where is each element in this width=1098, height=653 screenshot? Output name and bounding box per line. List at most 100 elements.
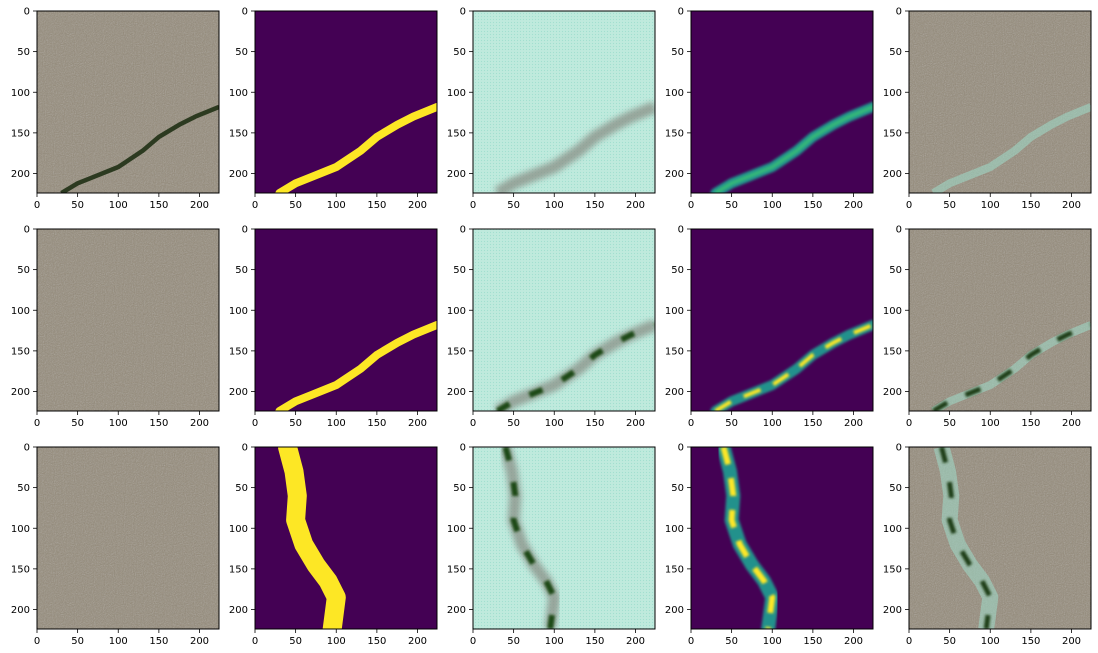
x-tick-label: 100	[763, 636, 782, 647]
x-tick-label: 0	[34, 200, 40, 211]
y-tick-label: 100	[11, 524, 30, 535]
x-tick-label: 0	[34, 418, 40, 429]
x-tick-label: 200	[626, 636, 645, 647]
mask-crack	[275, 320, 437, 411]
x-tick-label: 50	[71, 636, 84, 647]
x-tick-label: 150	[149, 200, 168, 211]
y-tick-label: 200	[447, 605, 466, 616]
y-tick-label: 150	[229, 128, 248, 139]
x-tick-label: 200	[408, 636, 427, 647]
x-tick-label: 100	[763, 418, 782, 429]
x-tick-label: 0	[252, 636, 258, 647]
y-tick-label: 200	[665, 605, 684, 616]
x-tick-label: 200	[408, 200, 427, 211]
concrete-texture	[37, 11, 219, 193]
axes-frame	[690, 446, 874, 630]
x-tick-label: 0	[470, 200, 476, 211]
x-tick-label: 0	[34, 636, 40, 647]
panel-r1-c4: 0 50 100 150 200 0 50 100 150 200	[665, 7, 874, 211]
axes-frame	[908, 10, 1092, 194]
y-tick-label: 200	[229, 387, 248, 398]
panel-r1-c5: 0 50 100 150 200 0 50 100 150 200	[883, 7, 1092, 211]
y-tick-label: 150	[665, 346, 684, 357]
x-tick-label: 100	[545, 200, 564, 211]
y-tick-label: 0	[242, 443, 248, 454]
panel-r3-c2: 0 50 100 150 200 0 50 100 150 200	[229, 443, 438, 647]
mask-background	[255, 229, 437, 411]
panel-image	[473, 229, 655, 411]
y-tick-label: 100	[229, 306, 248, 317]
y-tick-label: 150	[229, 346, 248, 357]
x-tick-label: 50	[725, 200, 738, 211]
axes-frame	[254, 446, 438, 630]
y-tick-label: 50	[453, 265, 466, 276]
y-tick-label: 0	[896, 7, 902, 18]
y-tick-label: 0	[678, 443, 684, 454]
y-tick-label: 50	[17, 265, 30, 276]
overlay-texture	[909, 447, 1091, 629]
x-tick-label: 50	[943, 200, 956, 211]
x-tick-label: 50	[943, 418, 956, 429]
heatmap-crack-core	[720, 447, 776, 629]
y-tick-label: 0	[460, 7, 466, 18]
mask-background	[255, 11, 437, 193]
axes-frame	[908, 446, 1092, 630]
y-tick-label: 150	[11, 564, 30, 575]
x-tick-label: 50	[943, 636, 956, 647]
mask-background	[255, 447, 437, 629]
axes-frame	[472, 446, 656, 630]
axes-frame	[36, 228, 220, 412]
y-tick-label: 200	[229, 169, 248, 180]
x-tick-label: 50	[725, 418, 738, 429]
panel-r1-c3: 0 50 100 150 200 0 50 100 150 200	[447, 7, 656, 211]
axes-frame	[908, 228, 1092, 412]
y-tick-label: 100	[883, 524, 902, 535]
x-tick-label: 100	[109, 636, 128, 647]
panel-r1-c2: 0 50 100 150 200 0 50 100 150 200	[229, 7, 438, 211]
x-tick-label: 150	[803, 200, 822, 211]
x-tick-label: 100	[545, 418, 564, 429]
panel-r3-c1: 0 50 100 150 200 0 50 100 150 200	[11, 443, 220, 647]
axes-frame	[690, 10, 874, 194]
y-tick-label: 200	[447, 387, 466, 398]
panel-image	[909, 11, 1091, 193]
panel-image	[255, 11, 437, 193]
x-tick-label: 50	[507, 636, 520, 647]
x-tick-label: 50	[507, 200, 520, 211]
x-tick-label: 200	[844, 418, 863, 429]
x-tick-label: 150	[367, 418, 386, 429]
x-tick-label: 0	[906, 200, 912, 211]
x-tick-label: 150	[585, 636, 604, 647]
axes-frame	[690, 228, 874, 412]
y-tick-label: 200	[11, 387, 30, 398]
axes-frame	[254, 228, 438, 412]
panel-image	[37, 447, 219, 629]
y-tick-label: 50	[889, 47, 902, 58]
x-tick-label: 200	[1062, 418, 1081, 429]
x-tick-label: 50	[71, 200, 84, 211]
y-tick-label: 50	[235, 265, 248, 276]
panel-image	[691, 447, 873, 629]
y-tick-label: 0	[24, 443, 30, 454]
y-tick-label: 200	[883, 169, 902, 180]
panel-image	[909, 447, 1091, 629]
x-tick-label: 150	[585, 200, 604, 211]
y-tick-label: 50	[235, 483, 248, 494]
y-tick-label: 50	[671, 265, 684, 276]
panel-image	[255, 229, 437, 411]
x-tick-label: 50	[289, 636, 302, 647]
x-tick-label: 200	[190, 418, 209, 429]
y-tick-label: 150	[11, 128, 30, 139]
x-tick-label: 150	[1021, 636, 1040, 647]
y-tick-label: 100	[883, 88, 902, 99]
mask-crack	[278, 447, 346, 629]
x-tick-label: 150	[1021, 200, 1040, 211]
features-crack-core	[502, 447, 558, 629]
x-tick-label: 200	[626, 418, 645, 429]
x-tick-label: 50	[507, 418, 520, 429]
x-tick-label: 0	[688, 418, 694, 429]
panel-r3-c5: 0 50 100 150 200 0 50 100 150 200	[883, 443, 1092, 647]
y-tick-label: 150	[447, 564, 466, 575]
x-tick-label: 100	[763, 200, 782, 211]
x-tick-label: 200	[190, 200, 209, 211]
